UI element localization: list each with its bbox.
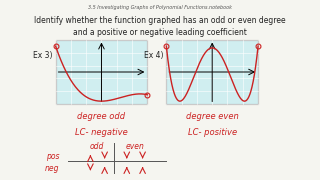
Text: 3.5 Investigating Graphs of Polynomial Functions.notebook: 3.5 Investigating Graphs of Polynomial F…: [88, 5, 232, 10]
Text: Ex 3): Ex 3): [33, 51, 52, 60]
Text: even: even: [125, 142, 144, 151]
Text: degree even: degree even: [186, 112, 239, 121]
Text: Ex 4): Ex 4): [144, 51, 163, 60]
FancyBboxPatch shape: [166, 40, 258, 104]
Text: Identify whether the function graphed has an odd or even degree: Identify whether the function graphed ha…: [34, 16, 286, 25]
Text: odd: odd: [90, 142, 104, 151]
Text: and a positive or negative leading coefficient: and a positive or negative leading coeff…: [73, 28, 247, 37]
Text: neg: neg: [45, 164, 60, 173]
Text: LC- negative: LC- negative: [75, 128, 128, 137]
Text: pos: pos: [46, 152, 59, 161]
FancyBboxPatch shape: [56, 40, 147, 104]
Text: degree odd: degree odd: [77, 112, 125, 121]
Text: LC- positive: LC- positive: [188, 128, 237, 137]
